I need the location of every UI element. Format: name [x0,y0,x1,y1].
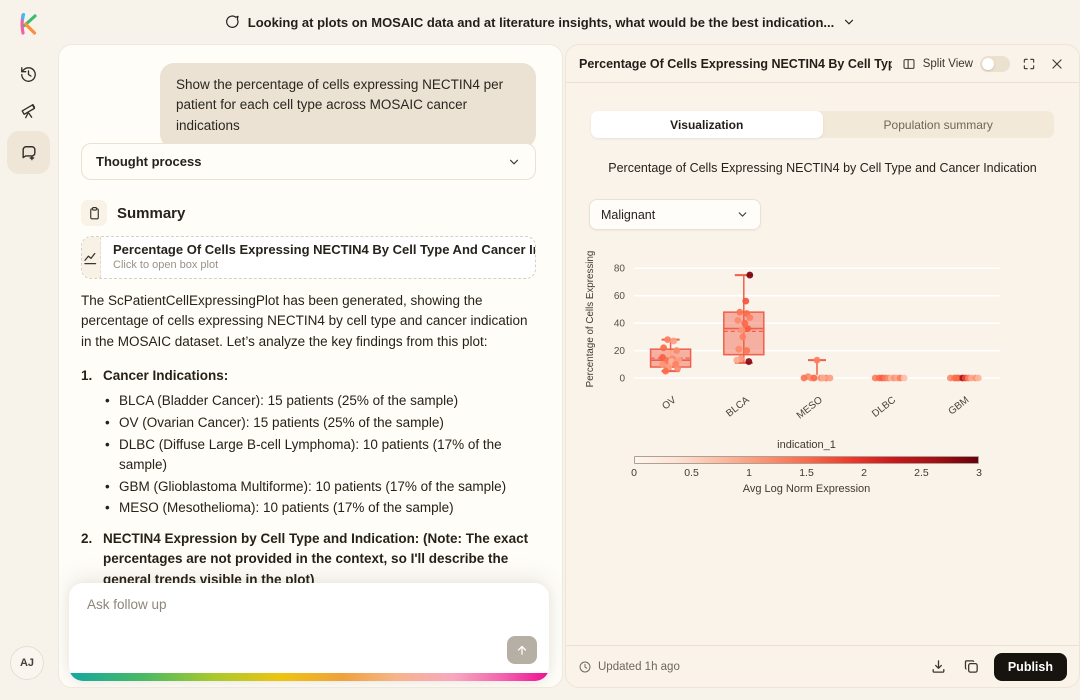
follow-up-input[interactable] [69,583,549,661]
clipboard-icon [81,200,107,226]
summary-header: Summary [81,200,185,226]
colorbar-gradient [634,456,979,464]
summary-title: Summary [117,204,186,222]
split-view-label: Split View [922,57,973,70]
svg-text:GBM: GBM [947,395,972,418]
chat-bubble-icon [224,14,240,30]
top-bar: Looking at plots on MOSAIC data and at l… [0,0,1080,44]
list-item-2-title: NECTIN4 Expression by Cell Type and Indi… [103,531,529,587]
indication-bullet-list: BLCA (Bladder Cancer): 15 patients (25% … [103,391,538,519]
svg-text:DLBC: DLBC [870,395,898,420]
chevron-down-icon [736,208,749,221]
rainbow-accent-bar [69,673,549,681]
arrow-up-icon [515,643,529,657]
panel-title: Percentage Of Cells Expressing NECTIN4 B… [579,56,892,71]
chevron-down-icon[interactable] [842,15,856,29]
cell-type-dropdown-value: Malignant [601,207,656,222]
telescope-icon [19,101,38,120]
bullet-ov: OV (Ovarian Cancer): 15 patients (25% of… [103,413,538,434]
follow-up-input-card [69,583,549,681]
chart-title: Percentage of Cells Expressing NECTIN4 b… [608,161,1037,175]
panel-tabs: Visualization Population summary [591,111,1054,138]
split-view-toggle[interactable] [980,55,1010,72]
summary-paragraph: The ScPatientCellExpressingPlot has been… [81,293,528,349]
thought-process-toggle[interactable]: Thought process [81,143,536,180]
fullscreen-icon [1022,57,1036,71]
plot-panel: Percentage Of Cells Expressing NECTIN4 B… [565,44,1080,688]
plot-panel-header: Percentage Of Cells Expressing NECTIN4 B… [566,45,1079,83]
history-icon [19,65,38,84]
split-view-icon [902,57,916,71]
svg-text:20: 20 [614,346,626,357]
assistant-message: The ScPatientCellExpressingPlot has been… [81,291,538,647]
svg-text:80: 80 [614,264,626,275]
colorbar-label: Avg Log Norm Expression [742,483,871,495]
bullet-dlbc: DLBC (Diffuse Large B-cell Lymphoma): 10… [103,435,538,476]
left-sidebar: AJ [0,0,57,700]
tab-visualization[interactable]: Visualization [591,111,823,138]
colorbar: indication_1 0 0.5 1 1.5 2 2.5 3 Avg Log… [631,439,982,495]
updated-text: Updated 1h ago [598,660,680,673]
user-message: Show the percentage of cells expressing … [160,63,536,148]
download-button[interactable] [928,656,949,677]
svg-text:40: 40 [614,319,626,330]
list-item-1-title: Cancer Indications: [103,367,229,383]
copy-button[interactable] [961,656,982,677]
download-icon [930,658,947,675]
user-avatar[interactable]: AJ [10,646,44,680]
open-plot-card[interactable]: Percentage Of Cells Expressing NECTIN4 B… [81,236,536,279]
bullet-gbm: GBM (Glioblastoma Multiforme): 10 patien… [103,477,538,498]
thought-process-label: Thought process [96,154,202,169]
boxplot-chart[interactable]: 0 20 40 60 80 Percentage of Cells Expressing O… [582,237,1012,437]
bullet-blca: BLCA (Bladder Cancer): 15 patients (25% … [103,391,538,412]
chevron-down-icon [507,155,521,169]
bullet-meso: MESO (Mesothelioma): 10 patients (17% of… [103,498,538,519]
conversation-title[interactable]: Looking at plots on MOSAIC data and at l… [247,14,835,30]
plot-card-title: Percentage Of Cells Expressing NECTIN4 B… [113,242,536,257]
avatar-initials: AJ [19,657,35,669]
new-chat-button[interactable] [7,131,50,174]
colorbar-title: indication_1 [777,439,836,451]
plot-panel-footer: Updated 1h ago Publish [566,645,1079,687]
plot-card-subtitle: Click to open box plot [113,259,219,271]
explore-button[interactable] [7,90,50,130]
chat-plus-icon [19,143,39,163]
tab-population-summary[interactable]: Population summary [883,117,993,132]
svg-text:60: 60 [614,291,626,302]
list-item-1: 1. Cancer Indications: BLCA (Bladder Can… [81,366,538,520]
chart-line-icon [82,237,101,278]
publish-button[interactable]: Publish [993,652,1067,681]
app-logo-icon[interactable] [14,10,42,38]
cell-type-dropdown[interactable]: Malignant [589,199,761,230]
svg-text:MESO: MESO [795,395,825,422]
svg-text:BLCA: BLCA [724,394,752,419]
close-icon [1050,57,1064,71]
history-button[interactable] [7,54,50,94]
chat-main-card: Show the percentage of cells expressing … [58,44,563,688]
fullscreen-button[interactable] [1020,55,1038,73]
close-button[interactable] [1048,55,1066,73]
clock-icon [578,660,592,674]
svg-text:Percentage of Cells Expressing: Percentage of Cells Expressing [585,251,596,388]
colorbar-ticks: 0 0.5 1 1.5 2 2.5 3 [631,467,982,479]
copy-icon [963,658,980,675]
svg-text:OV: OV [660,394,678,412]
svg-text:0: 0 [619,374,625,385]
send-button[interactable] [507,636,537,664]
